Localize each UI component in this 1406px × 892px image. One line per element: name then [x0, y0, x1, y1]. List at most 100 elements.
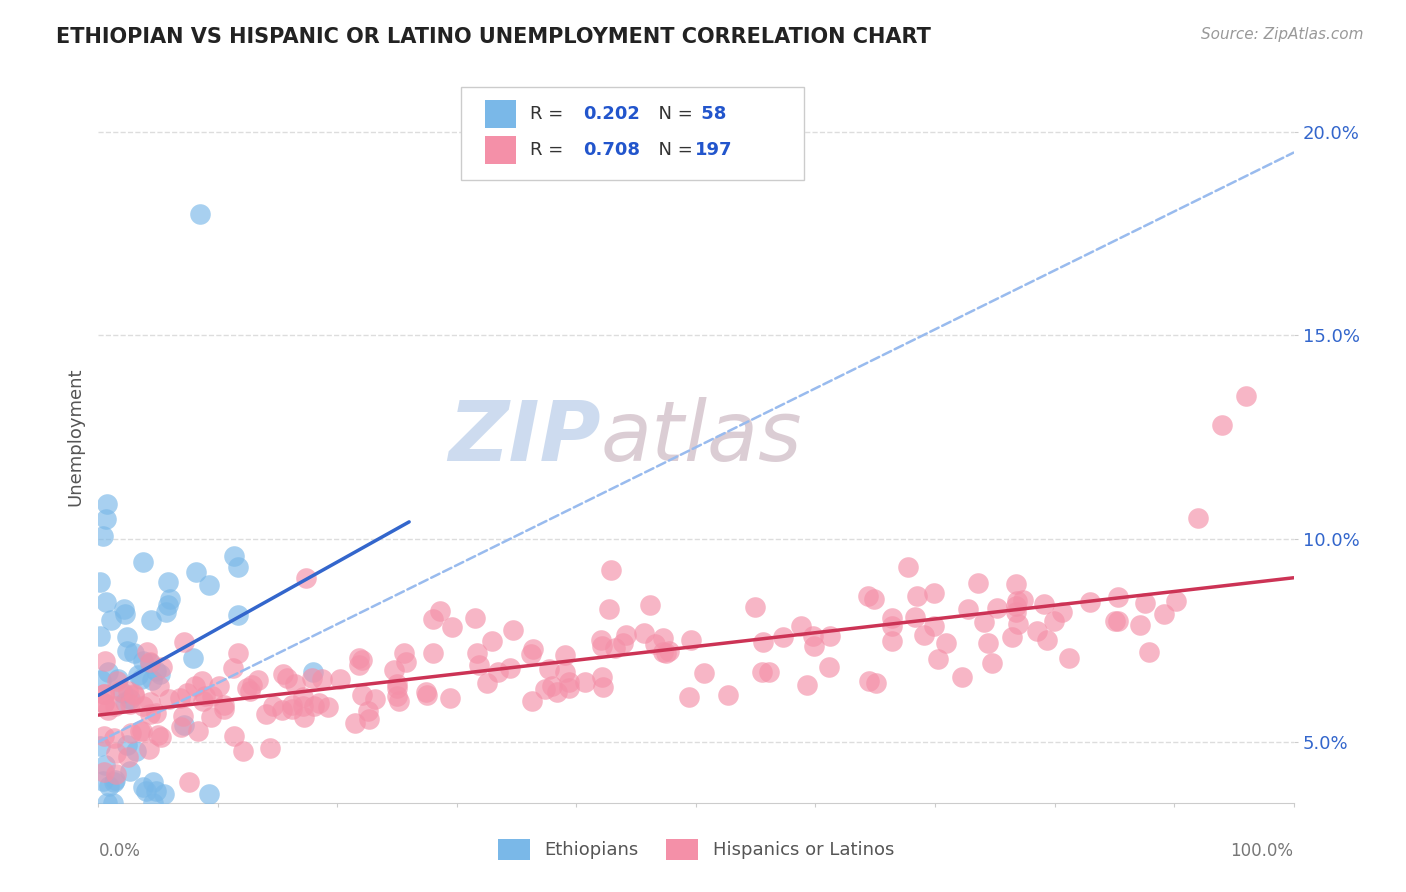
Point [357, 705, 380, 719]
Point [197, 578, 219, 592]
Point [96, 595, 118, 609]
Point [181, 651, 204, 665]
Point [801, 629, 824, 643]
Point [557, 675, 579, 690]
Point [343, 716, 366, 731]
Point [395, 655, 418, 669]
Point [301, 665, 323, 680]
Point [120, 691, 142, 706]
Point [91, 774, 114, 789]
Point [198, 787, 221, 801]
Point [537, 662, 560, 676]
Point [104, 746, 127, 760]
Point [93, 687, 115, 701]
Point [1005, 605, 1028, 619]
Point [522, 642, 544, 657]
Point [658, 644, 681, 658]
Point [416, 689, 439, 703]
Point [191, 674, 214, 689]
Point [172, 709, 194, 723]
Point [897, 559, 920, 574]
Point [200, 710, 222, 724]
Point [254, 707, 277, 722]
Point [758, 665, 780, 679]
Point [957, 602, 980, 616]
Point [1036, 632, 1059, 647]
Point [612, 636, 634, 650]
Point [276, 672, 298, 686]
Point [350, 652, 373, 666]
Point [132, 698, 155, 713]
Point [93, 729, 115, 743]
Point [103, 731, 125, 745]
Point [124, 687, 146, 701]
Point [429, 604, 451, 618]
Point [141, 673, 163, 688]
Point [236, 681, 259, 696]
Point [422, 612, 444, 626]
Point [385, 677, 408, 691]
Point [138, 695, 160, 709]
Point [385, 689, 408, 703]
Point [486, 665, 509, 679]
Point [592, 680, 614, 694]
Point [302, 698, 325, 713]
Point [502, 623, 524, 637]
Point [935, 636, 957, 650]
Point [790, 619, 813, 633]
Point [104, 698, 127, 713]
Point [422, 646, 444, 660]
Point [103, 796, 125, 810]
Point [89, 739, 111, 753]
Point [1129, 617, 1152, 632]
Point [281, 698, 304, 712]
Point [135, 784, 157, 798]
Point [818, 659, 841, 673]
Text: ZIP: ZIP [447, 397, 600, 477]
Point [803, 640, 825, 654]
Point [717, 688, 740, 702]
Point [465, 647, 488, 661]
Point [247, 673, 270, 687]
Point [97, 703, 120, 717]
Point [208, 679, 231, 693]
Point [188, 206, 211, 220]
Point [224, 549, 246, 563]
Point [131, 724, 153, 739]
Point [138, 741, 160, 756]
Text: atlas: atlas [600, 397, 801, 477]
Point [316, 700, 339, 714]
Point [679, 632, 702, 647]
Point [1153, 607, 1175, 621]
Point [533, 681, 555, 696]
Point [574, 674, 596, 689]
Point [259, 741, 281, 756]
Point [124, 688, 146, 702]
Text: 58: 58 [695, 105, 725, 123]
Point [132, 654, 155, 668]
Point [644, 637, 666, 651]
Point [104, 772, 127, 787]
Point [311, 672, 333, 686]
Point [546, 684, 568, 698]
Point [1078, 595, 1101, 609]
Point [173, 718, 195, 732]
Point [882, 611, 904, 625]
Point [170, 720, 193, 734]
Point [91, 529, 114, 543]
Point [114, 695, 136, 709]
Point [912, 628, 935, 642]
Point [392, 646, 415, 660]
Point [1104, 614, 1126, 628]
Point [94, 758, 117, 772]
Point [117, 684, 139, 698]
Point [97, 779, 120, 793]
Point [194, 689, 217, 703]
Point [557, 681, 579, 695]
Point [415, 684, 437, 698]
Point [986, 600, 1008, 615]
Point [132, 780, 155, 794]
Point [89, 629, 111, 643]
Point [159, 592, 181, 607]
Point [554, 665, 576, 679]
